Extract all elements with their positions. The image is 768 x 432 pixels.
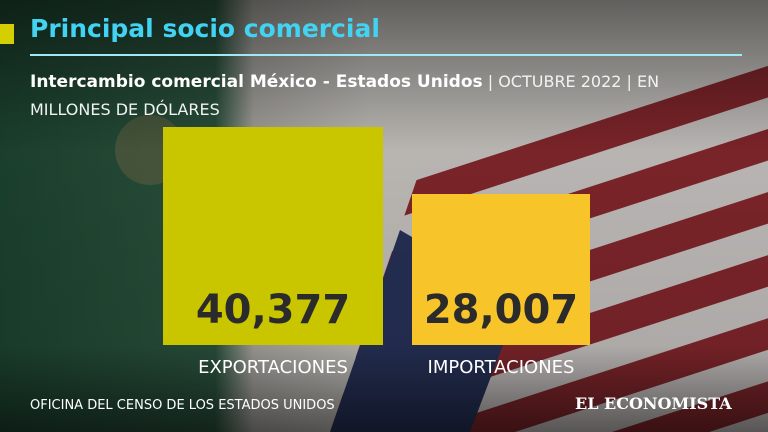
subtitle-note: | OCTUBRE 2022 | EN MILLONES DE DÓLARES <box>30 72 660 119</box>
category-label: EXPORTACIONES <box>198 357 348 378</box>
value-label: 28,007 <box>423 287 579 333</box>
title-marker <box>0 24 14 44</box>
title-rule <box>30 54 742 56</box>
bar <box>412 193 590 345</box>
brand: EL ECONOMISTA <box>575 394 732 413</box>
subtitle-block: Intercambio comercial México - Estados U… <box>30 68 730 124</box>
subtitle: Intercambio comercial México - Estados U… <box>30 72 483 92</box>
source: OFICINA DEL CENSO DE LOS ESTADOS UNIDOS <box>30 398 335 413</box>
chart-title: Principal socio comercial <box>30 14 380 43</box>
value-label: 40,377 <box>195 287 351 333</box>
bar <box>163 127 383 345</box>
category-label: IMPORTACIONES <box>427 357 575 378</box>
